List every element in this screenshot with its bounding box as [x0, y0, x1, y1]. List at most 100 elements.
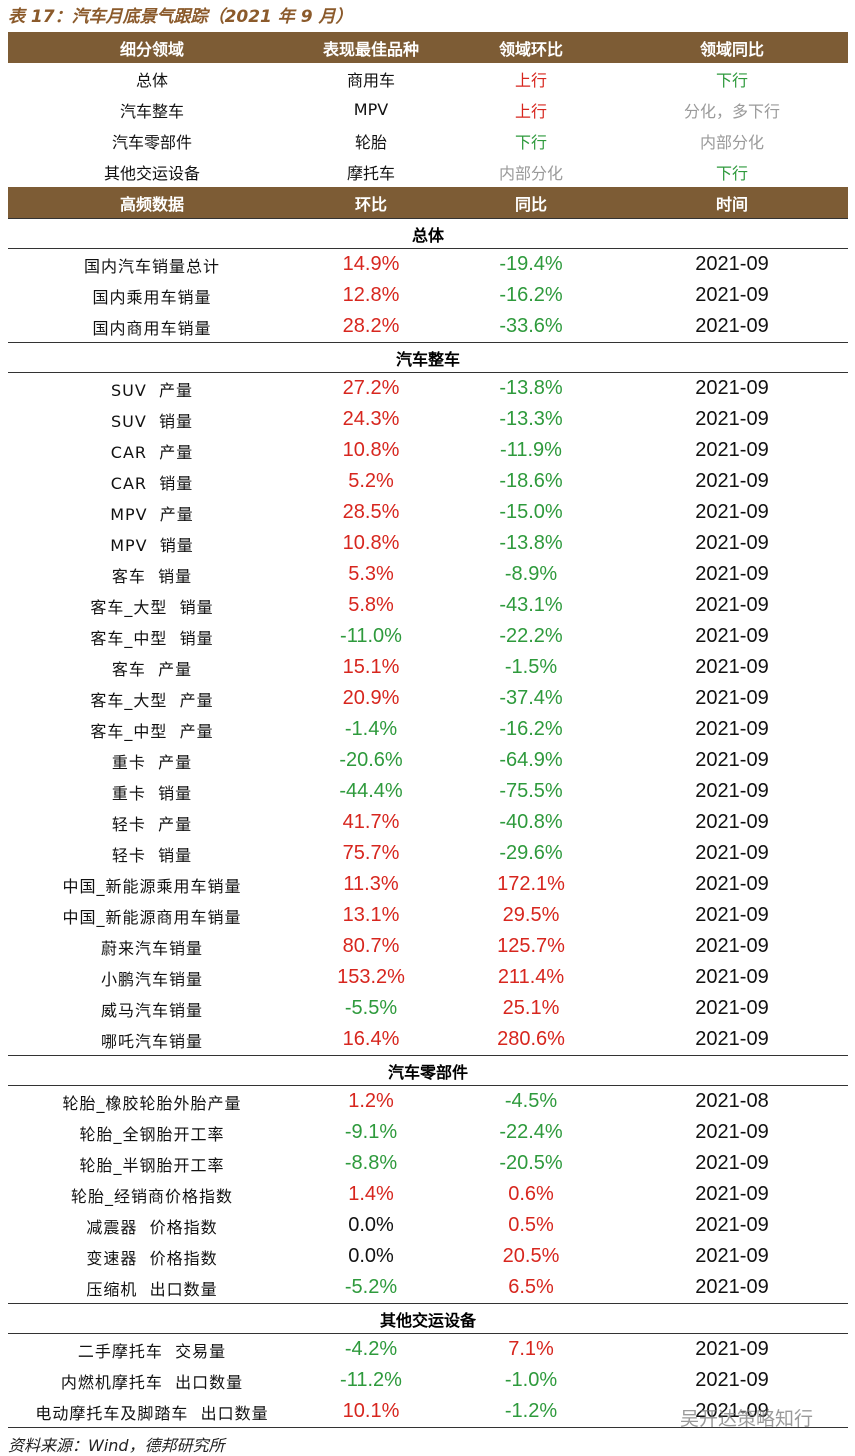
date: 2021-09: [695, 966, 769, 988]
indicator: 重卡 产量: [111, 752, 193, 772]
data-row: 客车 产量 15.1% -1.5% 2021-09: [8, 652, 848, 683]
summary-cell: MPV: [353, 100, 389, 119]
indicator: 国内乘用车销量: [92, 287, 212, 307]
data-row: 小鹏汽车销量 153.2% 211.4% 2021-09: [8, 962, 848, 993]
date: 2021-09: [695, 1121, 769, 1143]
change: -20.6%: [339, 749, 403, 771]
change: 11.3%: [343, 873, 399, 895]
summary-cell: 其他交运设备: [103, 163, 200, 183]
change: -44.4%: [339, 780, 403, 802]
change: -8.8%: [344, 1152, 398, 1174]
change: 75.7%: [342, 842, 400, 864]
data-row: 客车 销量 5.3% -8.9% 2021-09: [8, 559, 848, 590]
date: 2021-09: [695, 1276, 769, 1298]
indicator: 客车 产量: [111, 659, 193, 679]
change: 29.5%: [502, 904, 560, 926]
change: -13.3%: [499, 408, 563, 430]
summary-row: 汽车整车 MPV 上行 分化，多下行: [8, 94, 848, 125]
data-row: 客车_中型 销量 -11.0% -22.2% 2021-09: [8, 621, 848, 652]
date: 2021-09: [695, 811, 769, 833]
change: 10.8%: [342, 439, 400, 461]
date: 2021-09: [695, 284, 769, 306]
header-cell: 领域环比: [498, 39, 563, 59]
date: 2021-09: [695, 253, 769, 275]
summary-row: 汽车零部件 轮胎 下行 内部分化: [8, 125, 848, 156]
data-row: 轮胎_经销商价格指数 1.4% 0.6% 2021-09: [8, 1179, 848, 1210]
change: 211.4%: [497, 966, 565, 988]
section-row: 总体: [8, 218, 848, 249]
indicator: CAR 产量: [110, 442, 194, 462]
change: 7.1%: [508, 1338, 554, 1360]
data-row: 二手摩托车 交易量 -4.2% 7.1% 2021-09: [8, 1334, 848, 1365]
change: -11.9%: [500, 439, 562, 461]
indicator: 轻卡 销量: [111, 845, 193, 865]
data-row: 国内乘用车销量 12.8% -16.2% 2021-09: [8, 280, 848, 311]
change: -13.8%: [499, 377, 563, 399]
change: -18.6%: [499, 470, 563, 492]
indicator: 客车_大型 产量: [90, 690, 214, 710]
change: 28.5%: [342, 501, 400, 523]
summary-cell: 摩托车: [346, 163, 395, 183]
indicator: SUV 产量: [111, 380, 193, 400]
change: 0.0%: [348, 1245, 394, 1267]
data-row: MPV 产量 28.5% -15.0% 2021-09: [8, 497, 848, 528]
indicator: MPV 产量: [110, 504, 194, 524]
indicator: 轮胎_半钢胎开工率: [79, 1155, 225, 1175]
trend-cell: 内部分化: [498, 163, 563, 183]
header-row: 高频数据 环比 同比 时间: [8, 187, 848, 218]
indicator: 电动摩托车及脚踏车 出口数量: [35, 1403, 269, 1423]
indicator: 二手摩托车 交易量: [77, 1341, 227, 1361]
indicator: 轮胎_全钢胎开工率: [79, 1124, 225, 1144]
header-cell: 同比: [514, 194, 547, 214]
change: -1.0%: [504, 1369, 558, 1391]
date: 2021-09: [695, 904, 769, 926]
change: -5.5%: [344, 997, 398, 1019]
change: -4.5%: [504, 1090, 558, 1112]
change: 27.2%: [342, 377, 400, 399]
indicator: 客车_中型 产量: [90, 721, 214, 741]
change: 125.7%: [497, 935, 565, 957]
change: -13.8%: [499, 532, 563, 554]
date: 2021-09: [695, 842, 769, 864]
summary-cell: 汽车整车: [119, 101, 184, 121]
header-cell: 环比: [354, 194, 387, 214]
change: 20.9%: [342, 687, 400, 709]
source-note: 资料来源：Wind，德邦研究所: [8, 1436, 225, 1455]
change: 5.8%: [348, 594, 394, 616]
summary-row: 总体 商用车 上行 下行: [8, 63, 848, 94]
date: 2021-09: [695, 470, 769, 492]
indicator: CAR 销量: [110, 473, 194, 493]
indicator: 内燃机摩托车 出口数量: [60, 1372, 244, 1392]
header-cell: 细分领域: [119, 39, 184, 59]
date: 2021-09: [695, 377, 769, 399]
data-row: CAR 产量 10.8% -11.9% 2021-09: [8, 435, 848, 466]
watermark: 吴开达策略知行: [680, 1408, 814, 1430]
data-row: 客车_大型 产量 20.9% -37.4% 2021-09: [8, 683, 848, 714]
date: 2021-09: [695, 780, 769, 802]
data-row: MPV 销量 10.8% -13.8% 2021-09: [8, 528, 848, 559]
data-row: 电动摩托车及脚踏车 出口数量 10.1% -1.2% 2021-09: [8, 1396, 848, 1427]
date: 2021-09: [695, 315, 769, 337]
data-row: 轮胎_半钢胎开工率 -8.8% -20.5% 2021-09: [8, 1148, 848, 1179]
data-row: 客车_大型 销量 5.8% -43.1% 2021-09: [8, 590, 848, 621]
change: -16.2%: [499, 718, 563, 740]
change: 5.3%: [348, 563, 394, 585]
indicator: 客车_中型 销量: [90, 628, 214, 648]
indicator: 变速器 价格指数: [86, 1248, 218, 1268]
data-row: 重卡 销量 -44.4% -75.5% 2021-09: [8, 776, 848, 807]
trend-cell: 上行: [514, 70, 547, 90]
change: 5.2%: [348, 470, 394, 492]
date: 2021-09: [695, 439, 769, 461]
data-row: 重卡 产量 -20.6% -64.9% 2021-09: [8, 745, 848, 776]
indicator: 客车_大型 销量: [90, 597, 214, 617]
date: 2021-09: [695, 656, 769, 678]
data-row: 中国_新能源商用车销量 13.1% 29.5% 2021-09: [8, 900, 848, 931]
change: -64.9%: [499, 749, 563, 771]
date: 2021-09: [695, 718, 769, 740]
indicator: 中国_新能源乘用车销量: [62, 876, 242, 896]
trend-cell: 分化，多下行: [683, 101, 780, 121]
indicator: MPV 销量: [110, 535, 194, 555]
data-row: 轮胎_橡胶轮胎外胎产量 1.2% -4.5% 2021-08: [8, 1086, 848, 1117]
change: -40.8%: [499, 811, 563, 833]
indicator: 国内汽车销量总计: [83, 256, 220, 276]
